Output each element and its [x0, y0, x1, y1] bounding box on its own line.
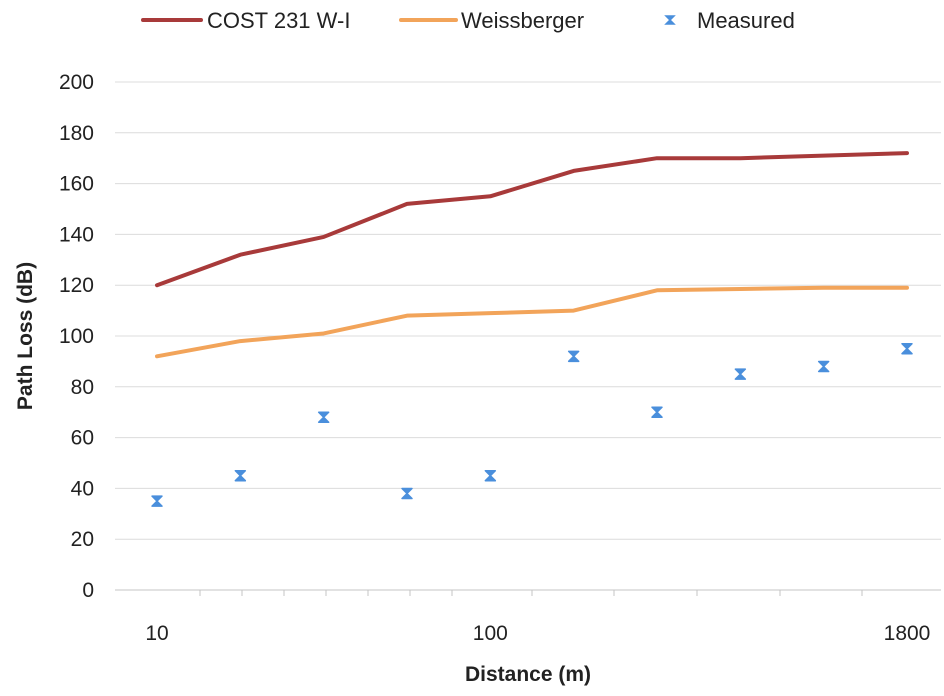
x-tick-label: 100: [473, 622, 508, 645]
measured-point: [234, 469, 247, 482]
measured-point: [151, 495, 163, 507]
y-tick-label: 180: [59, 122, 94, 145]
x-tick-label: 10: [145, 622, 168, 645]
y-tick-label: 80: [71, 376, 94, 399]
series-line-0: [155, 151, 909, 288]
measured-point: [484, 469, 497, 482]
y-axis-title: Path Loss (dB): [14, 262, 37, 410]
legend-label: Measured: [697, 8, 795, 33]
y-tick-label: 20: [71, 528, 94, 551]
measured-point: [817, 360, 830, 373]
y-tick-label: 100: [59, 325, 94, 348]
y-tick-label: 40: [71, 477, 94, 500]
y-tick-label: 160: [59, 173, 94, 196]
y-tick-label: 200: [59, 71, 94, 94]
y-tick-label: 0: [82, 579, 94, 602]
measured-point: [401, 487, 413, 500]
measured-point: [901, 342, 913, 355]
x-tick-label: 1800: [884, 622, 931, 645]
legend-label: Weissberger: [461, 8, 584, 33]
measured-point: [734, 368, 747, 380]
legend-swatch-2: [664, 15, 676, 25]
series-line-1: [155, 285, 909, 359]
legend-label: COST 231 W-I: [207, 8, 350, 33]
x-axis-title: Distance (m): [465, 663, 591, 686]
measured-point: [567, 350, 580, 363]
measured-point: [651, 406, 663, 418]
y-tick-label: 120: [59, 274, 94, 297]
y-tick-label: 140: [59, 223, 94, 246]
y-tick-label: 60: [71, 427, 94, 450]
measured-point: [317, 411, 330, 424]
